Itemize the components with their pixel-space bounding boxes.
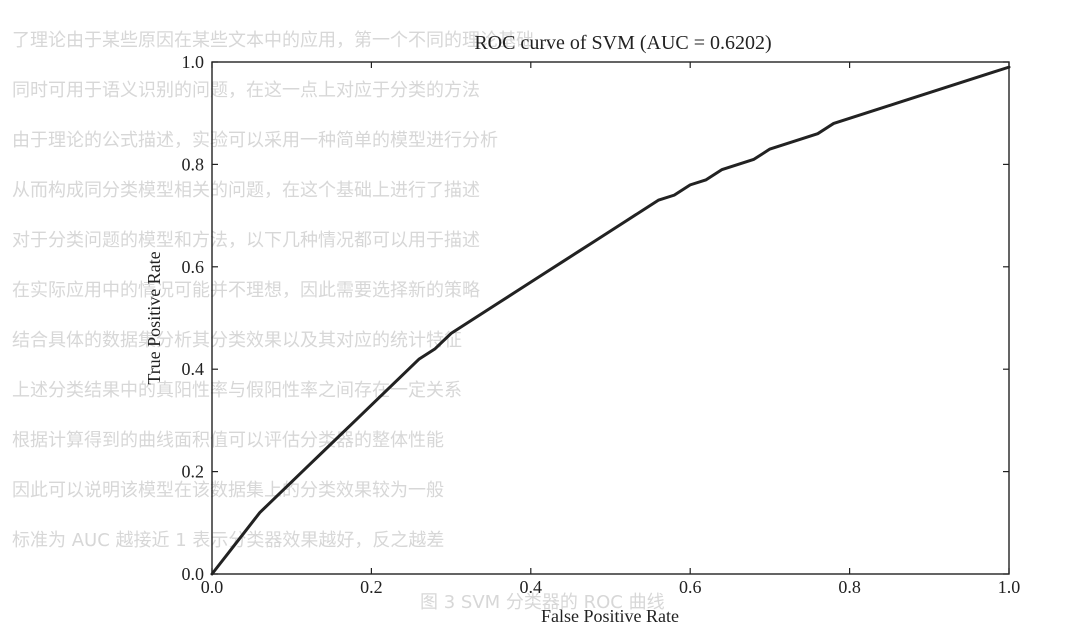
y-axis: 0.0 0.2 0.4 0.6 0.8 1.0: [182, 52, 1009, 584]
svg-text:了理论由于某些原因在某些文本中的应用，第一个不同的理论基础.: 了理论由于某些原因在某些文本中的应用，第一个不同的理论基础...: [12, 30, 551, 51]
y-axis-label: True Positive Rate: [144, 251, 164, 384]
y-tick-label: 0.8: [182, 154, 205, 174]
roc-curve-line: [210, 65, 1011, 576]
x-axis: 0.0 0.2 0.4 0.6 0.8 1.0: [201, 62, 1021, 597]
x-axis-label: False Positive Rate: [541, 606, 679, 626]
svg-text:结合具体的数据集分析其分类效果以及其对应的统计特征: 结合具体的数据集分析其分类效果以及其对应的统计特征: [12, 330, 462, 351]
x-tick-label: 0.6: [679, 577, 702, 597]
svg-text:上述分类结果中的真阳性率与假阳性率之间存在一定关系: 上述分类结果中的真阳性率与假阳性率之间存在一定关系: [12, 380, 462, 401]
svg-text:从而构成同分类模型相关的问题，在这个基础上进行了描述: 从而构成同分类模型相关的问题，在这个基础上进行了描述: [12, 180, 480, 201]
svg-text:标准为 AUC 越接近 1 表示分类器效果越好，反之越差: 标准为 AUC 越接近 1 表示分类器效果越好，反之越差: [12, 530, 444, 551]
y-tick-label: 0.2: [182, 462, 205, 482]
plot-area: [211, 61, 1010, 575]
svg-text:对于分类问题的模型和方法，以下几种情况都可以用于描述: 对于分类问题的模型和方法，以下几种情况都可以用于描述: [12, 230, 480, 251]
x-tick-label: 1.0: [998, 577, 1021, 597]
x-tick-label: 0.8: [838, 577, 861, 597]
y-tick-label: 0.6: [182, 257, 205, 277]
svg-text:图 3 SVM 分类器的 ROC 曲线: 图 3 SVM 分类器的 ROC 曲线: [420, 592, 665, 613]
svg-text:根据计算得到的曲线面积值可以评估分类器的整体性能: 根据计算得到的曲线面积值可以评估分类器的整体性能: [12, 430, 444, 451]
x-tick-label: 0.2: [360, 577, 383, 597]
x-tick-label: 0.4: [520, 577, 543, 597]
x-tick-label: 0.0: [201, 577, 224, 597]
plot-frame: [211, 61, 1010, 575]
svg-text:由于理论的公式描述，实验可以采用一种简单的模型进行分析: 由于理论的公式描述，实验可以采用一种简单的模型进行分析: [12, 130, 498, 151]
svg-text:因此可以说明该模型在该数据集上的分类效果较为一般: 因此可以说明该模型在该数据集上的分类效果较为一般: [12, 480, 444, 501]
svg-text:在实际应用中的情况可能并不理想，因此需要选择新的策略: 在实际应用中的情况可能并不理想，因此需要选择新的策略: [12, 280, 480, 301]
chart-title: ROC curve of SVM (AUC = 0.6202): [474, 32, 771, 54]
background-ghost: 了理论由于某些原因在某些文本中的应用，第一个不同的理论基础... 同时可用于语义…: [12, 30, 665, 613]
y-tick-label: 0.4: [182, 359, 205, 379]
y-tick-label: 0.0: [182, 564, 205, 584]
svg-text:同时可用于语义识别的问题，在这一点上对应于分类的方法: 同时可用于语义识别的问题，在这一点上对应于分类的方法: [12, 80, 480, 101]
y-tick-label: 1.0: [182, 52, 205, 72]
